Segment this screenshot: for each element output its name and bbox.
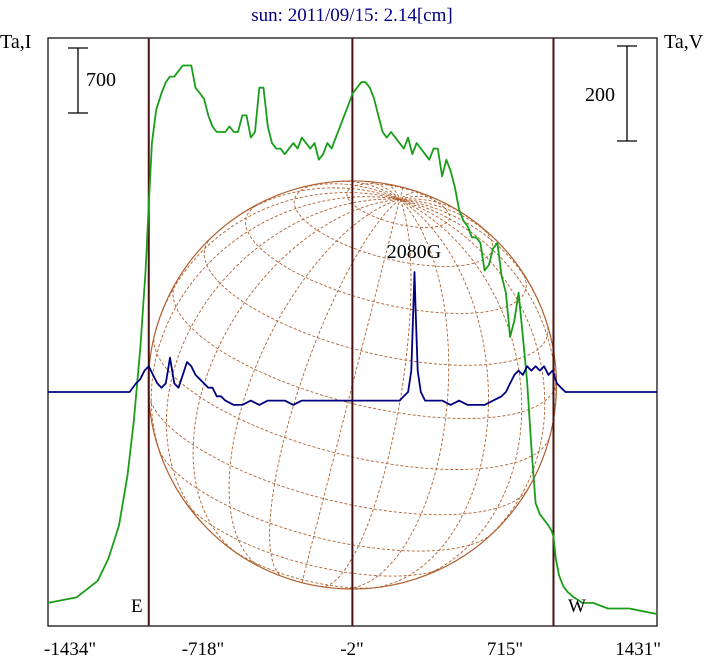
chart-title: sun: 2011/09/15: 2.14[cm] (251, 5, 452, 26)
disk-longitude-line (366, 181, 401, 200)
x-tick-label: -1434" (44, 639, 96, 660)
left-scale-label: 700 (86, 69, 116, 91)
disk-latitude-line (203, 236, 549, 366)
series-line-V (48, 271, 657, 406)
left-axis-label: Ta,I (0, 31, 31, 53)
disk-longitude-line (375, 198, 489, 589)
disk-longitude-line (154, 192, 400, 335)
disk-longitude-line (399, 187, 404, 200)
disk-longitude-line (399, 198, 539, 302)
disk-latitude-line (231, 549, 380, 589)
x-tick-labels: -1434" -718" -2" 715" 1431" (44, 639, 661, 660)
disk-longitude-line (269, 198, 401, 578)
series-layer (47, 64, 658, 615)
disk-longitude-line (399, 198, 546, 543)
disk-longitude-line (228, 198, 400, 569)
disk-longitude-line (320, 199, 412, 588)
limb-lines (147, 38, 555, 626)
disk-longitude-line (336, 180, 401, 200)
disk-longitude-line (399, 191, 419, 200)
disk-longitude-line (386, 183, 401, 200)
disk-longitude-line (295, 183, 400, 200)
disk-longitude-line (399, 198, 464, 215)
disk-longitude-line (399, 195, 438, 201)
disk-longitude-line (192, 198, 400, 553)
x-tick-label: -718" (182, 639, 225, 660)
disk-latitude-line (158, 450, 491, 552)
right-scale-bar: 200 (585, 45, 637, 142)
x-tick-label: 715" (487, 639, 523, 660)
disk-longitude-line (150, 196, 400, 461)
disk-longitude-line (229, 187, 400, 223)
x-tick-label: 1431" (615, 639, 661, 660)
disk-longitude-line (301, 199, 401, 583)
disk-latitude-line (147, 391, 529, 516)
series-line-I (47, 64, 658, 615)
solar-disk-grid (147, 180, 558, 590)
disk-longitude-line (399, 198, 497, 241)
disk-latitude-line (185, 502, 442, 577)
x-tick-label: -2" (340, 639, 364, 660)
left-scale-bar: 700 (68, 47, 116, 114)
west-limb-label: W (568, 596, 586, 617)
right-scale-label: 200 (585, 84, 615, 106)
disk-longitude-line (399, 198, 557, 436)
east-limb-label: E (131, 596, 143, 617)
field-strength-annotation: 2080G (387, 241, 441, 263)
disk-longitude-line (343, 198, 450, 590)
right-axis-label: Ta,V (664, 31, 704, 53)
